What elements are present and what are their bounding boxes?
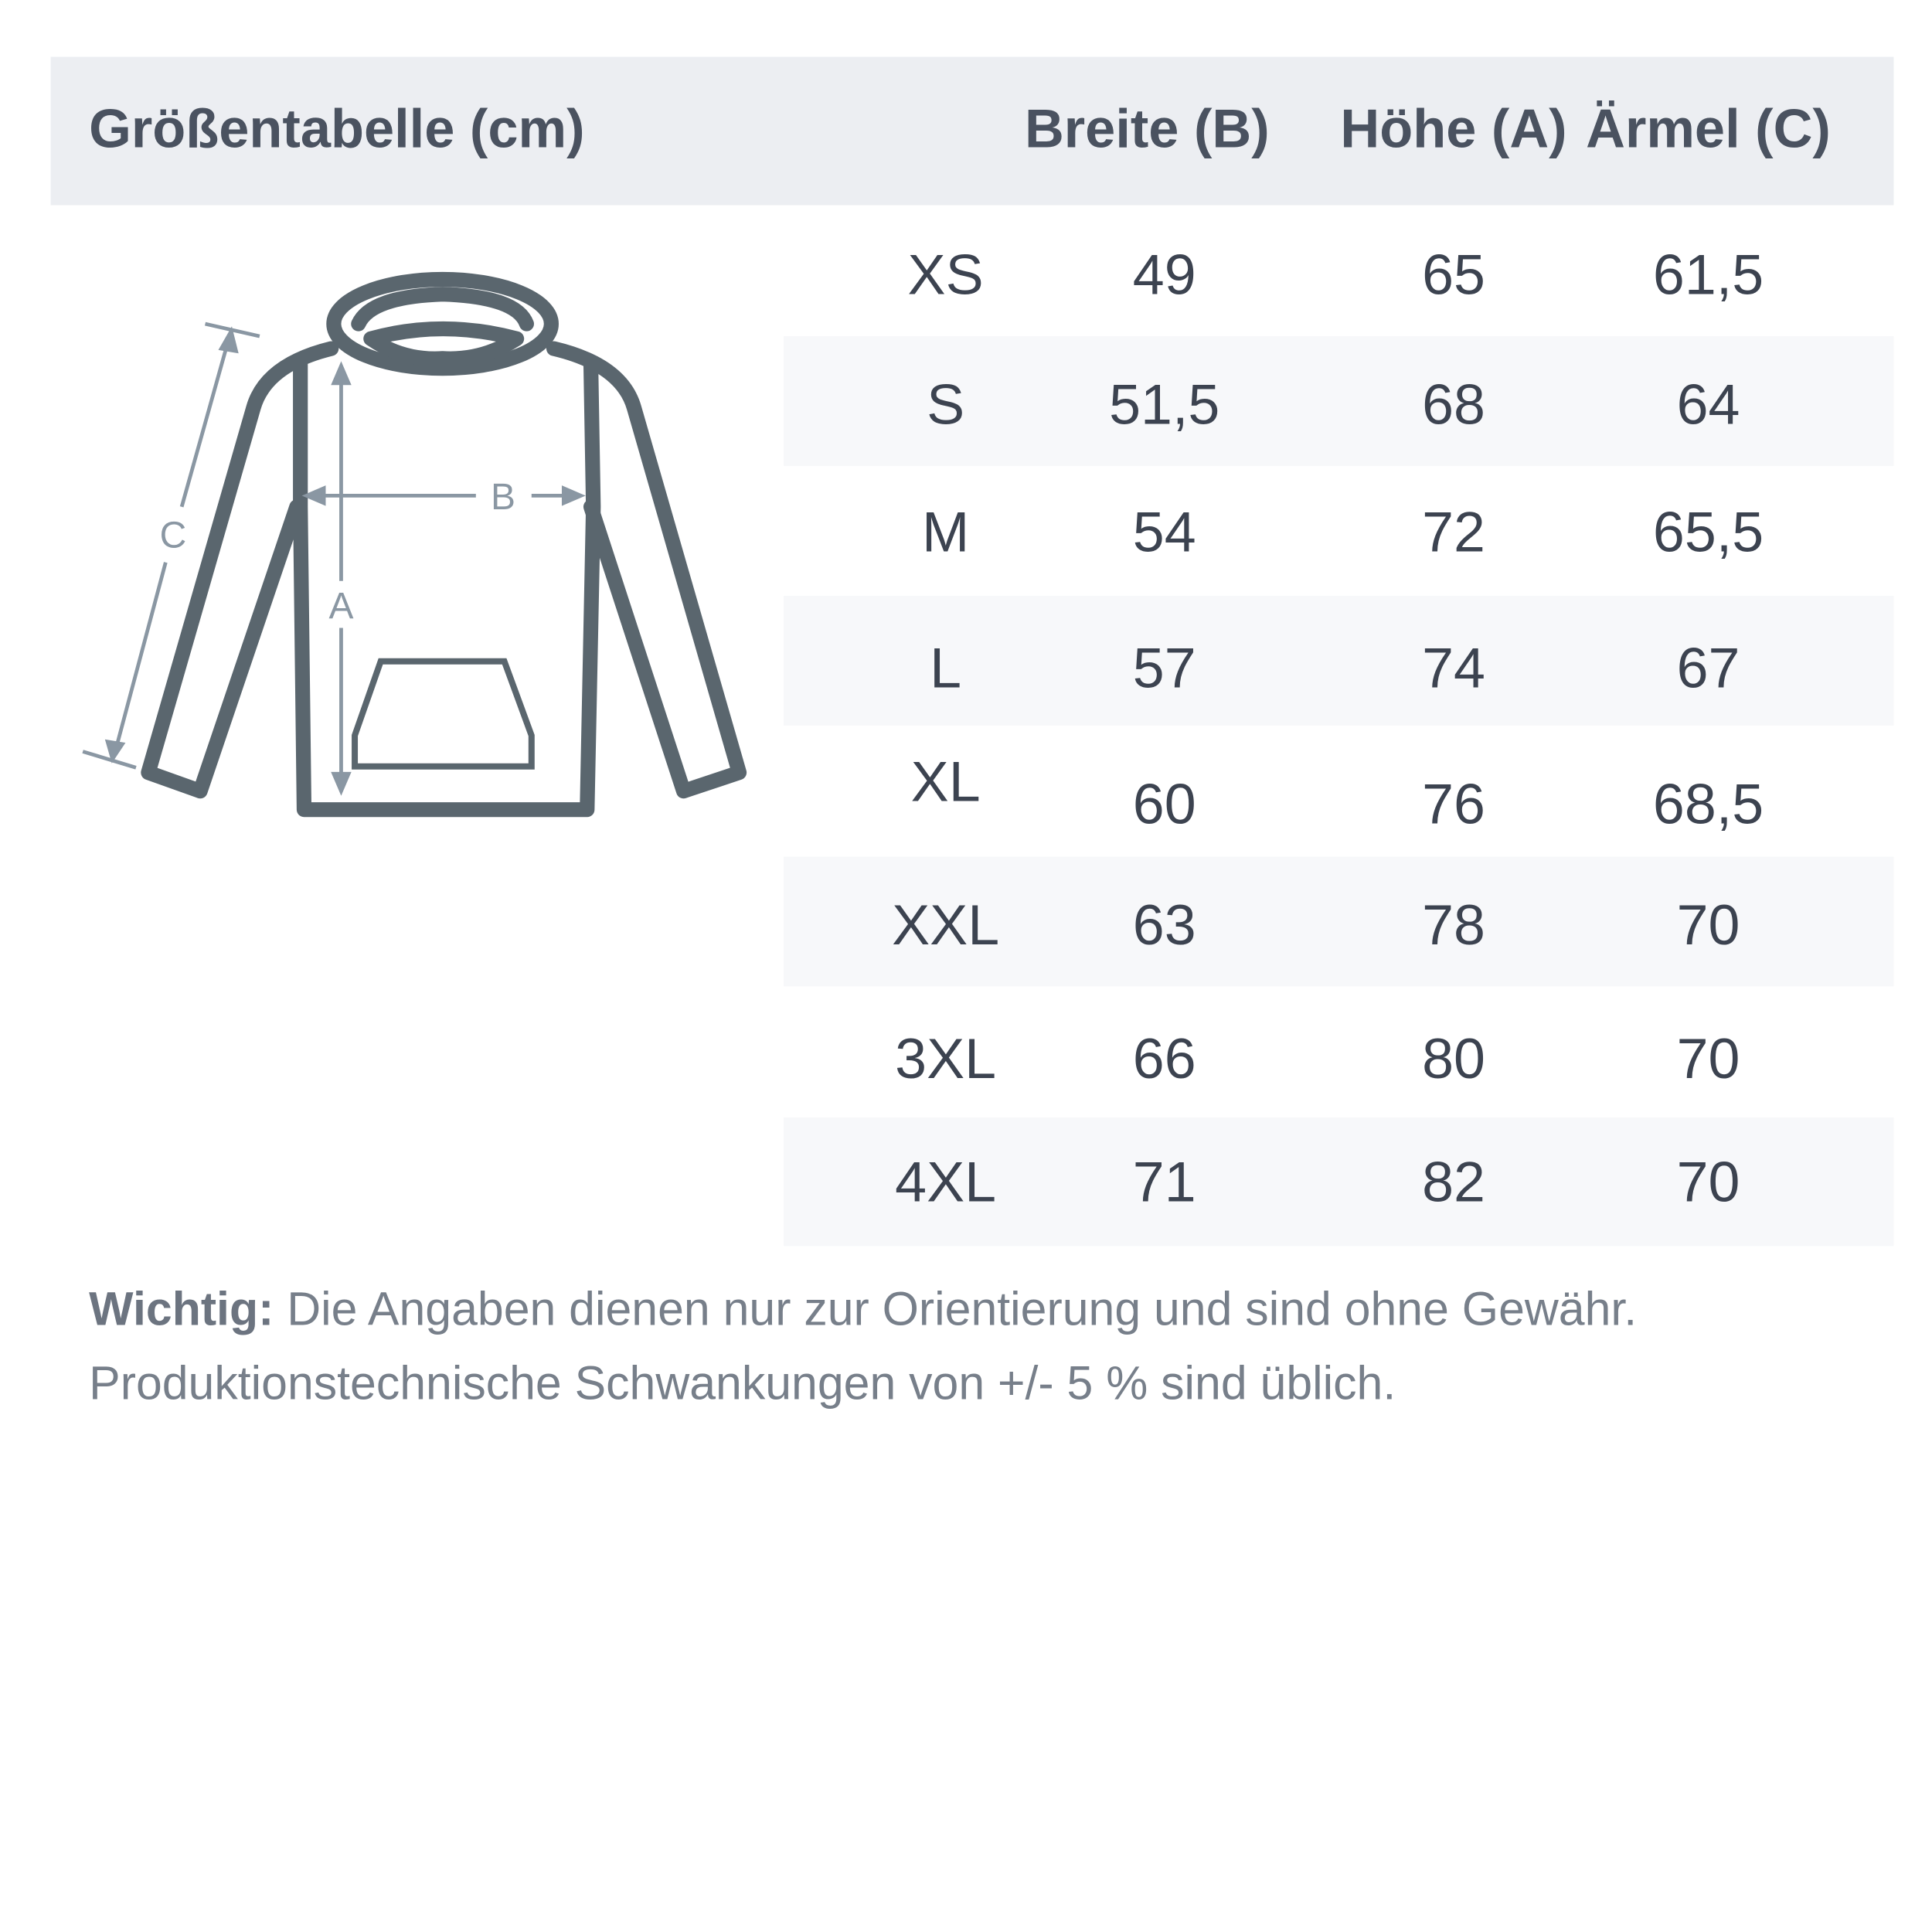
cell-aermel: 64 bbox=[1676, 372, 1740, 437]
cell-hoehe: 72 bbox=[1422, 499, 1485, 564]
cell-size: L bbox=[930, 635, 962, 700]
pocket bbox=[352, 658, 535, 770]
right-sleeve bbox=[546, 341, 747, 799]
cell-hoehe: 82 bbox=[1422, 1149, 1485, 1214]
cell-breite: 57 bbox=[1132, 635, 1196, 700]
label-c: C bbox=[160, 515, 187, 556]
hood-inner bbox=[363, 321, 525, 366]
cell-aermel: 70 bbox=[1676, 892, 1740, 957]
cell-hoehe: 78 bbox=[1422, 892, 1485, 957]
cell-hoehe: 74 bbox=[1422, 635, 1485, 700]
cell-breite: 63 bbox=[1132, 892, 1196, 957]
cell-hoehe: 76 bbox=[1422, 771, 1485, 836]
page-title: Größentabelle (cm) bbox=[89, 98, 585, 160]
cell-size: 4XL bbox=[895, 1149, 997, 1214]
cell-hoehe: 80 bbox=[1422, 1026, 1485, 1090]
cell-size: XS bbox=[907, 242, 984, 307]
cell-aermel: 68,5 bbox=[1652, 771, 1764, 836]
note-text-1: Die Angaben dienen nur zur Orientierung … bbox=[274, 1284, 1638, 1337]
note-line-1: Wichtig: Die Angaben dienen nur zur Orie… bbox=[89, 1283, 1637, 1337]
cell-breite: 54 bbox=[1132, 499, 1196, 564]
header-bar bbox=[50, 56, 1894, 206]
column-header-aermel: Ärmel (C) bbox=[1586, 98, 1831, 160]
cell-aermel: 67 bbox=[1676, 635, 1740, 700]
cell-size: 3XL bbox=[895, 1026, 997, 1090]
label-b: B bbox=[491, 477, 515, 518]
cell-breite: 71 bbox=[1132, 1149, 1196, 1214]
table-row bbox=[784, 1117, 1894, 1247]
cell-aermel: 61,5 bbox=[1652, 242, 1764, 307]
column-header-hoehe: Höhe (A) bbox=[1340, 98, 1567, 160]
note-label: Wichtig: bbox=[89, 1284, 274, 1337]
cell-hoehe: 65 bbox=[1422, 242, 1485, 307]
hood-outer bbox=[326, 271, 559, 376]
table-row bbox=[784, 336, 1894, 467]
hoodie-body bbox=[293, 357, 601, 818]
cell-breite: 60 bbox=[1132, 771, 1196, 836]
cell-size: S bbox=[927, 372, 965, 437]
cell-hoehe: 68 bbox=[1422, 372, 1485, 437]
table-row bbox=[784, 856, 1894, 987]
cell-aermel: 70 bbox=[1676, 1149, 1740, 1214]
cell-breite: 51,5 bbox=[1109, 372, 1220, 437]
left-sleeve bbox=[141, 341, 339, 799]
note-line-2: Produktionstechnische Schwankungen von +… bbox=[89, 1358, 1396, 1411]
cell-aermel: 70 bbox=[1676, 1026, 1740, 1090]
cell-breite: 66 bbox=[1132, 1026, 1196, 1090]
cell-size: M bbox=[921, 499, 970, 564]
column-header-breite: Breite (B) bbox=[1024, 98, 1270, 160]
cell-size: XXL bbox=[892, 892, 1000, 957]
cell-aermel: 65,5 bbox=[1652, 499, 1764, 564]
label-a: A bbox=[328, 586, 353, 627]
cell-size: XL bbox=[910, 749, 981, 814]
table-row bbox=[784, 595, 1894, 726]
cell-breite: 49 bbox=[1132, 242, 1196, 307]
